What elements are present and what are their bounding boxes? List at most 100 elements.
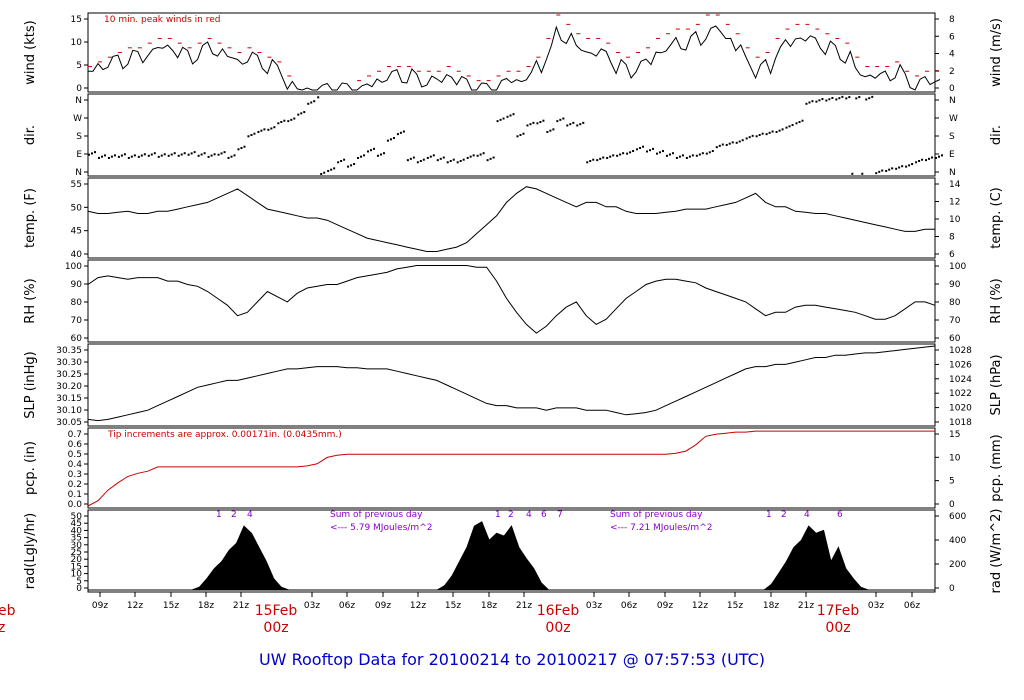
x-tick-label: 21z: [233, 601, 249, 611]
left-axis-label: SLP (inHg): [23, 351, 38, 419]
dir-point: [808, 101, 811, 104]
dir-point: [426, 156, 429, 159]
rad-annotation: 2: [231, 510, 237, 520]
dir-point: [373, 147, 376, 150]
dir-point: [885, 169, 888, 172]
dir-point: [399, 131, 402, 134]
left-tick-label: 30.20: [56, 382, 82, 392]
panel-2: 40 45 50 55 6 8 10 12 14 temp. (F) temp. (C): [23, 177, 1004, 260]
dir-point: [708, 151, 711, 154]
left-tick-label: N: [75, 168, 82, 178]
x-tick-label: 18z: [481, 601, 497, 611]
dir-point: [267, 128, 270, 131]
right-axis-label: temp. (C): [989, 187, 1004, 249]
dir-point: [360, 155, 363, 158]
left-tick-label: 0.7: [68, 430, 82, 440]
panel-4: 30.05 30.10 30.15 30.20 30.25 30.30 30.35 1018 1…: [23, 343, 1004, 428]
left-tick-label: 80: [71, 298, 83, 308]
right-tick-label: 15: [949, 430, 960, 440]
dir-point: [519, 134, 522, 136]
right-tick-label: 14: [949, 180, 961, 190]
panel-6: 051015202530354045500200400600rad(Lgly/h…: [23, 509, 1004, 594]
dir-point: [831, 96, 834, 99]
rad-annotation: 4: [526, 510, 532, 520]
right-tick-label: 10: [949, 215, 961, 225]
right-tick-label: 1022: [949, 389, 972, 399]
dir-point: [741, 139, 744, 142]
dir-point: [748, 136, 751, 139]
dir-point: [429, 155, 432, 158]
dir-point: [307, 102, 310, 105]
dir-point: [153, 152, 156, 155]
dir-point: [908, 164, 911, 167]
dir-point: [113, 154, 116, 157]
dir-point: [422, 158, 425, 161]
dir-point: [549, 129, 552, 132]
dir-point: [110, 155, 113, 158]
dir-point: [649, 149, 652, 152]
rad-annotation: 1: [766, 510, 772, 520]
dir-point: [941, 154, 943, 157]
dir-point: [297, 113, 300, 116]
dir-point: [626, 152, 629, 155]
dir-point: [851, 172, 854, 175]
dir-point: [127, 156, 130, 159]
right-axis-label: rad (W/m^2): [989, 509, 1004, 594]
dir-point: [811, 100, 814, 103]
dir-point: [446, 161, 449, 164]
left-tick-label: 50: [71, 203, 83, 213]
left-tick-label: 30: [71, 541, 83, 551]
dir-point: [652, 147, 655, 150]
panel-frame: [87, 343, 936, 427]
right-tick-label: 10: [949, 453, 961, 463]
dir-point: [529, 123, 532, 126]
rad-annotation: 2: [508, 510, 514, 520]
dir-point: [552, 128, 555, 131]
left-tick-label: 10: [71, 38, 83, 48]
dir-point: [130, 155, 133, 158]
x-tick-label: 06z: [621, 601, 637, 611]
dir-point: [173, 152, 176, 155]
dir-point: [848, 96, 851, 99]
dir-point: [815, 100, 818, 103]
dir-point: [370, 149, 373, 152]
dir-point: [828, 98, 831, 101]
dir-point: [499, 118, 502, 121]
dir-point: [768, 131, 771, 134]
panel-3: 60 70 80 90 100 60 70 80 90 100 RH (%) RH (%): [23, 259, 1004, 344]
dir-point: [881, 169, 884, 172]
dir-point: [825, 99, 828, 102]
left-tick-label: 30.05: [56, 418, 82, 428]
panel-frame: [87, 259, 936, 343]
dir-point: [698, 153, 701, 156]
right-axis-label: SLP (hPa): [989, 354, 1004, 415]
dir-point: [270, 127, 273, 130]
dir-point: [436, 159, 439, 162]
x-tick-label: 15z: [445, 601, 461, 611]
dir-point: [97, 156, 100, 159]
dir-point: [805, 102, 808, 105]
dir-point: [350, 164, 353, 167]
dir-point: [616, 154, 619, 157]
dir-point: [678, 155, 681, 158]
left-axis-label: dir.: [23, 125, 38, 145]
dir-point: [665, 154, 668, 157]
dir-point: [133, 154, 136, 157]
rad-annotation: Sum of previous day: [610, 510, 703, 520]
dir-point: [612, 154, 615, 157]
dir-point: [745, 137, 748, 140]
day-label: 17Feb: [817, 603, 860, 619]
dir-point: [646, 150, 649, 153]
left-tick-label: 60: [71, 334, 83, 344]
left-tick-label: 0.5: [68, 450, 82, 460]
dir-point: [632, 150, 635, 153]
dir-point: [532, 121, 535, 124]
dir-point: [516, 135, 519, 138]
dir-point: [738, 140, 741, 143]
left-tick-label: 20: [71, 555, 83, 565]
dir-point: [203, 152, 206, 155]
dir-point: [785, 126, 788, 129]
right-tick-label: 6: [949, 32, 955, 42]
dir-point: [449, 160, 452, 162]
right-tick-label: 60: [949, 334, 961, 344]
